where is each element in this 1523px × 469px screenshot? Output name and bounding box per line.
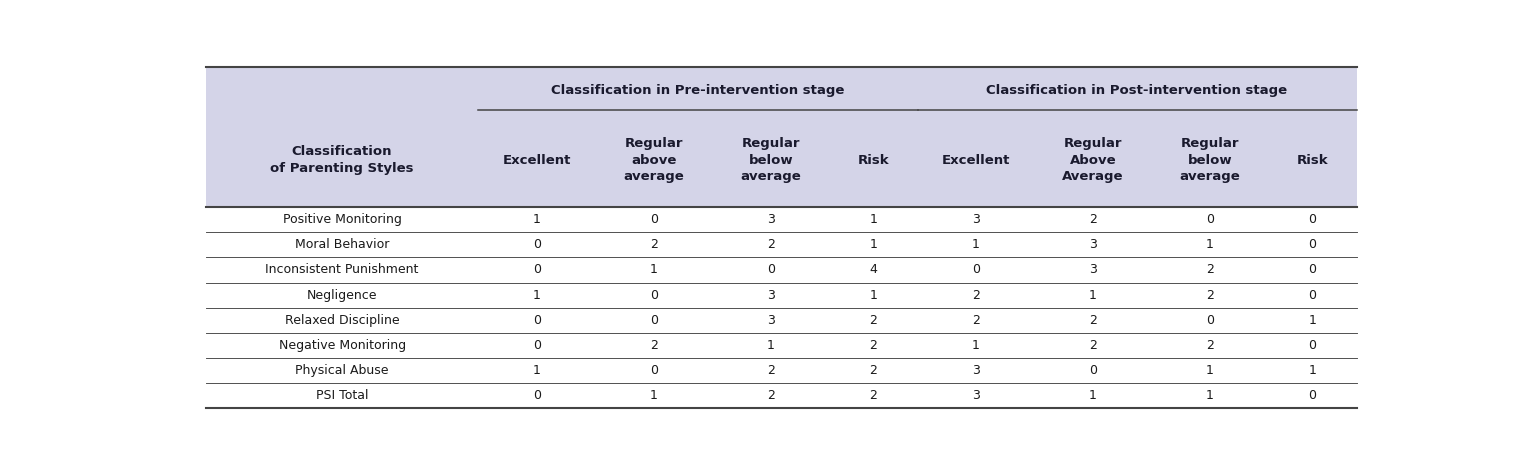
Text: 2: 2 bbox=[1089, 314, 1097, 327]
Text: 2: 2 bbox=[972, 314, 979, 327]
Text: 0: 0 bbox=[533, 339, 541, 352]
Text: Negligence: Negligence bbox=[306, 288, 378, 302]
Text: 4: 4 bbox=[870, 264, 877, 276]
Text: 0: 0 bbox=[1089, 364, 1097, 377]
Text: 2: 2 bbox=[766, 364, 775, 377]
Text: 2: 2 bbox=[1206, 264, 1214, 276]
Text: Regular
below
average: Regular below average bbox=[740, 137, 801, 183]
Text: 1: 1 bbox=[650, 389, 658, 402]
Text: 1: 1 bbox=[766, 339, 775, 352]
Text: 1: 1 bbox=[1089, 389, 1097, 402]
Text: Moral Behavior: Moral Behavior bbox=[295, 238, 390, 251]
Text: 3: 3 bbox=[766, 288, 775, 302]
Text: 0: 0 bbox=[533, 314, 541, 327]
Text: 3: 3 bbox=[1089, 264, 1097, 276]
Text: 1: 1 bbox=[870, 288, 877, 302]
Text: 0: 0 bbox=[533, 389, 541, 402]
Text: 3: 3 bbox=[1089, 238, 1097, 251]
Text: Positive Monitoring: Positive Monitoring bbox=[283, 213, 402, 226]
Text: 2: 2 bbox=[1089, 339, 1097, 352]
Text: 2: 2 bbox=[1206, 288, 1214, 302]
Text: Relaxed Discipline: Relaxed Discipline bbox=[285, 314, 399, 327]
Text: 1: 1 bbox=[1206, 364, 1214, 377]
Text: 3: 3 bbox=[972, 364, 979, 377]
Text: 2: 2 bbox=[1089, 213, 1097, 226]
Text: 0: 0 bbox=[972, 264, 979, 276]
Text: 0: 0 bbox=[1308, 213, 1316, 226]
Text: 2: 2 bbox=[972, 288, 979, 302]
Text: 0: 0 bbox=[533, 264, 541, 276]
Text: 1: 1 bbox=[1308, 314, 1316, 327]
Text: 0: 0 bbox=[650, 364, 658, 377]
Text: 0: 0 bbox=[1206, 314, 1214, 327]
Text: 1: 1 bbox=[533, 213, 541, 226]
Text: Physical Abuse: Physical Abuse bbox=[295, 364, 388, 377]
Text: 2: 2 bbox=[650, 339, 658, 352]
Text: 2: 2 bbox=[870, 389, 877, 402]
Text: 2: 2 bbox=[870, 364, 877, 377]
Text: 3: 3 bbox=[972, 389, 979, 402]
Text: 0: 0 bbox=[650, 213, 658, 226]
Text: Regular
Above
Average: Regular Above Average bbox=[1062, 137, 1124, 183]
Text: 1: 1 bbox=[650, 264, 658, 276]
Text: 1: 1 bbox=[1206, 389, 1214, 402]
Text: Classification in Pre-intervention stage: Classification in Pre-intervention stage bbox=[551, 83, 845, 97]
Text: Excellent: Excellent bbox=[503, 154, 571, 166]
Text: 0: 0 bbox=[533, 238, 541, 251]
Text: 2: 2 bbox=[870, 314, 877, 327]
Text: 2: 2 bbox=[870, 339, 877, 352]
Text: Inconsistent Punishment: Inconsistent Punishment bbox=[265, 264, 419, 276]
Text: 2: 2 bbox=[650, 238, 658, 251]
Text: 1: 1 bbox=[870, 238, 877, 251]
Text: 1: 1 bbox=[533, 288, 541, 302]
Text: Regular
below
average: Regular below average bbox=[1179, 137, 1240, 183]
Text: 0: 0 bbox=[766, 264, 775, 276]
Text: 3: 3 bbox=[766, 213, 775, 226]
Text: 1: 1 bbox=[1308, 364, 1316, 377]
Text: 1: 1 bbox=[972, 339, 979, 352]
Text: 2: 2 bbox=[1206, 339, 1214, 352]
Text: 0: 0 bbox=[1206, 213, 1214, 226]
Text: 0: 0 bbox=[1308, 339, 1316, 352]
Text: 0: 0 bbox=[1308, 288, 1316, 302]
Text: 2: 2 bbox=[766, 389, 775, 402]
Text: Regular
above
average: Regular above average bbox=[623, 137, 684, 183]
Text: Risk: Risk bbox=[857, 154, 889, 166]
Text: 3: 3 bbox=[766, 314, 775, 327]
Text: 1: 1 bbox=[1206, 238, 1214, 251]
Text: 0: 0 bbox=[650, 288, 658, 302]
Text: Classification in Post-intervention stage: Classification in Post-intervention stag… bbox=[987, 83, 1287, 97]
Text: 3: 3 bbox=[972, 213, 979, 226]
Text: PSI Total: PSI Total bbox=[315, 389, 369, 402]
Text: 0: 0 bbox=[1308, 389, 1316, 402]
Text: 1: 1 bbox=[870, 213, 877, 226]
Bar bbox=[206, 67, 1357, 207]
Text: 2: 2 bbox=[766, 238, 775, 251]
Text: 1: 1 bbox=[533, 364, 541, 377]
Text: Excellent: Excellent bbox=[941, 154, 1010, 166]
Text: Risk: Risk bbox=[1296, 154, 1328, 166]
Text: Negative Monitoring: Negative Monitoring bbox=[279, 339, 405, 352]
Text: 1: 1 bbox=[972, 238, 979, 251]
Text: 0: 0 bbox=[1308, 264, 1316, 276]
Text: Classification
of Parenting Styles: Classification of Parenting Styles bbox=[271, 145, 414, 175]
Text: 0: 0 bbox=[650, 314, 658, 327]
Text: 0: 0 bbox=[1308, 238, 1316, 251]
Text: 1: 1 bbox=[1089, 288, 1097, 302]
